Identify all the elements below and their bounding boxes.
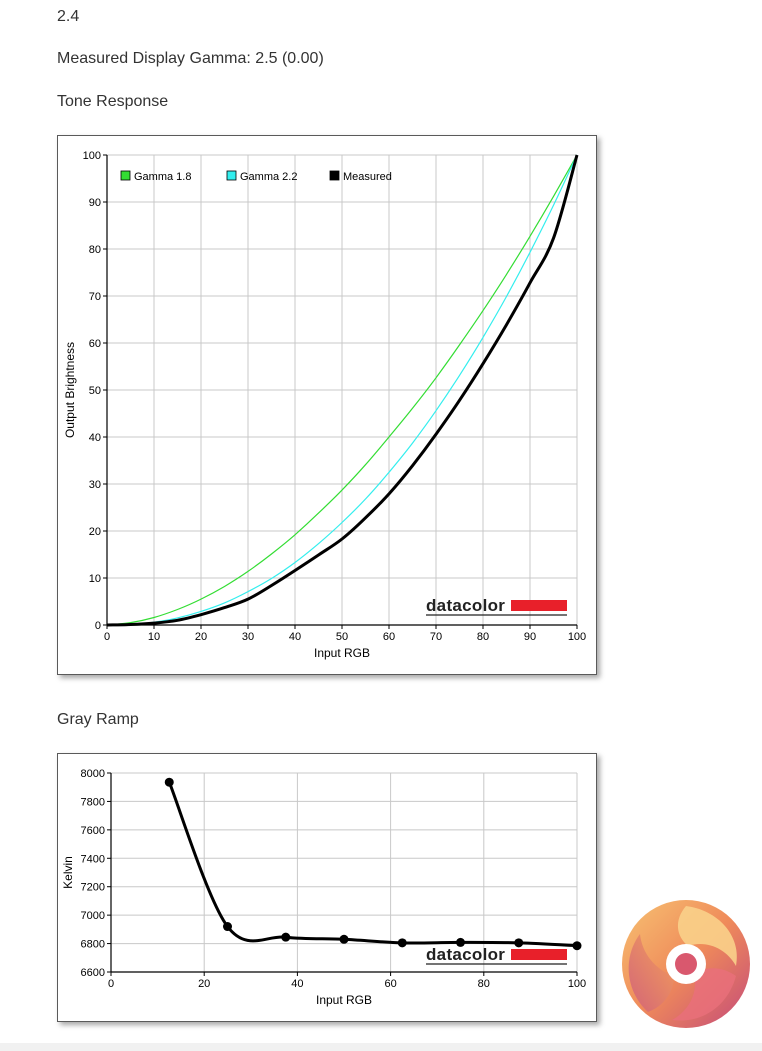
- x-tick-label: 70: [430, 631, 442, 643]
- footer-band: [0, 1043, 762, 1051]
- gamma-target-value: 2.4: [57, 8, 80, 25]
- series-line-kelvin: [167, 781, 578, 948]
- legend-swatch: [329, 170, 340, 181]
- x-tick-label: 80: [477, 631, 489, 643]
- y-tick-label: 8000: [81, 768, 105, 780]
- gray-ramp-heading: Gray Ramp: [57, 711, 139, 728]
- watermark-text: datacolor: [426, 945, 505, 964]
- y-tick-label: 7800: [81, 796, 105, 808]
- x-tick-label: 60: [383, 631, 395, 643]
- x-tick-label: 30: [242, 631, 254, 643]
- y-tick-label: 80: [89, 244, 101, 256]
- x-tick-label: 10: [148, 631, 160, 643]
- y-tick-label: 0: [95, 620, 101, 632]
- y-tick-label: 7600: [81, 825, 105, 837]
- y-tick-label: 40: [89, 432, 101, 444]
- legend-label: Measured: [343, 171, 392, 183]
- x-tick-label: 0: [104, 631, 110, 643]
- x-tick-label: 50: [336, 631, 348, 643]
- legend-swatch: [226, 170, 237, 181]
- watermark-bar: [511, 949, 567, 960]
- tone-response-svg: 0 10 20 30 40 50 60 70 80 90 100 0 10 20 30 40 50 60 70 80 9…: [63, 150, 586, 660]
- data-point: [339, 934, 349, 944]
- y-tick-label: 90: [89, 197, 101, 209]
- data-point: [572, 941, 582, 951]
- y-tick-label: 60: [89, 338, 101, 350]
- data-point: [456, 937, 465, 947]
- y-tick-label: 70: [89, 291, 101, 303]
- x-tick-label: 0: [108, 978, 114, 990]
- data-point: [397, 938, 407, 948]
- y-tick-label: 10: [89, 573, 101, 585]
- data-point: [281, 932, 291, 942]
- x-tick-label: 20: [198, 978, 210, 990]
- measured-gamma-text: Measured Display Gamma: 2.5 (0.00): [57, 50, 324, 67]
- legend-label: Gamma 1.8: [134, 171, 191, 183]
- x-tick-label: 60: [384, 978, 396, 990]
- x-tick-label: 40: [289, 631, 301, 643]
- y-tick-label: 30: [89, 479, 101, 491]
- data-point: [223, 922, 232, 932]
- x-tick-label: 100: [568, 631, 586, 643]
- x-tick-label: 20: [195, 631, 207, 643]
- x-tick-label: 90: [524, 631, 536, 643]
- x-axis-label: Input RGB: [316, 993, 372, 1007]
- tone-response-heading: Tone Response: [57, 93, 169, 110]
- y-tick-label: 100: [83, 150, 101, 162]
- y-axis-label: Output Brightness: [63, 342, 77, 438]
- y-tick-label: 20: [89, 526, 101, 538]
- tone-response-chart: 0 10 20 30 40 50 60 70 80 90 100 0 10 20 30 40 50 60 70 80 9…: [57, 135, 597, 675]
- site-logo-icon: [622, 900, 750, 1028]
- x-axis-label: Input RGB: [314, 646, 370, 660]
- y-tick-label: 50: [89, 385, 101, 397]
- series-line-gamma-2-2: [106, 154, 578, 626]
- x-tick-label: 40: [291, 978, 303, 990]
- y-tick-label: 6600: [81, 967, 105, 979]
- data-point: [514, 938, 524, 948]
- series-line-measured: [106, 154, 579, 627]
- data-point: [164, 777, 174, 787]
- x-tick-label: 80: [478, 978, 490, 990]
- watermark-text: datacolor: [426, 596, 505, 615]
- legend-swatch: [120, 170, 131, 181]
- y-tick-label: 7000: [81, 910, 105, 922]
- y-tick-label: 6800: [81, 939, 105, 951]
- y-tick-label: 7200: [81, 882, 105, 894]
- watermark-bar: [511, 600, 567, 611]
- y-tick-label: 7400: [81, 853, 105, 865]
- gray-ramp-chart: 0 20 40 60 80 100 6600 6800 7000 7200 7400 7600 7800…: [57, 753, 597, 1022]
- x-tick-label: 100: [568, 978, 586, 990]
- legend-label: Gamma 2.2: [240, 171, 297, 183]
- series-line-gamma-1-8: [106, 154, 578, 626]
- gray-ramp-svg: 0 20 40 60 80 100 6600 6800 7000 7200 7400 7600 7800…: [61, 768, 586, 1007]
- y-axis-label: Kelvin: [61, 856, 75, 889]
